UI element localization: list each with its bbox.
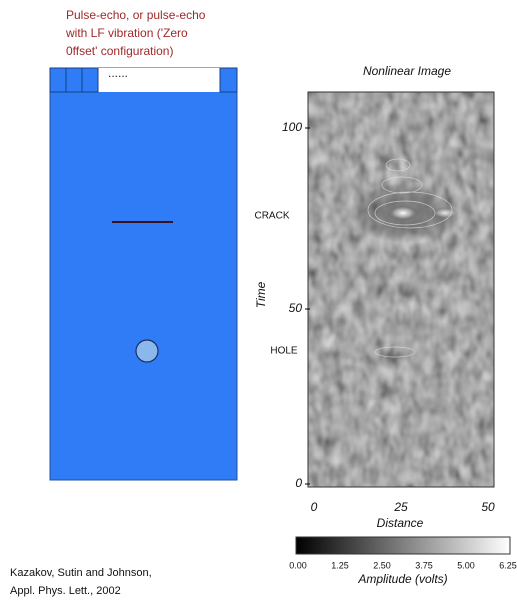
colorbar-tick-label: 3.75 (415, 560, 433, 570)
specimen (50, 68, 237, 480)
colorbar-tick-label: 2.50 (373, 560, 391, 570)
description-line: Pulse-echo, or pulse-echo (66, 8, 206, 22)
transducer (220, 68, 237, 92)
x-axis-label: Distance (377, 516, 424, 530)
dots: ...... (108, 66, 128, 80)
colorbar (296, 537, 510, 554)
x-tick-label: 25 (393, 500, 408, 514)
transducer (50, 68, 66, 92)
annotation: CRACK (254, 211, 289, 222)
colorbar-label: Amplitude (volts) (357, 572, 447, 586)
image-noise (308, 92, 494, 487)
transducer (66, 68, 82, 92)
image-glow (387, 205, 419, 221)
image-title: Nonlinear Image (363, 64, 451, 78)
description: Pulse-echo, or pulse-echo with LF vibrat… (65, 8, 206, 58)
annotation: HOLE (270, 346, 298, 357)
x-tick-label: 50 (481, 500, 495, 514)
hole (136, 340, 158, 362)
colorbar-ticks: 0.00 1.25 2.50 3.75 5.00 6.25 (289, 560, 517, 570)
y-tick-label: 100 (282, 120, 302, 134)
citation-line: Appl. Phys. Lett., 2002 (10, 585, 121, 597)
colorbar-tick-label: 1.25 (331, 560, 349, 570)
description-line: with LF vibration ('Zero (65, 26, 188, 40)
colorbar-tick-label: 6.25 (499, 560, 517, 570)
y-tick-label: 50 (289, 301, 303, 315)
transducer (82, 68, 98, 92)
y-axis-label: Time (254, 281, 268, 308)
description-line: 0ffset' configuration) (66, 44, 173, 58)
y-tick-label: 0 (295, 476, 302, 490)
colorbar-tick-label: 0.00 (289, 560, 307, 570)
colorbar-tick-label: 5.00 (457, 560, 475, 570)
figure: Pulse-echo, or pulse-echo with LF vibrat… (0, 0, 517, 602)
citation-line: Kazakov, Sutin and Johnson, (10, 567, 152, 579)
x-tick-label: 0 (311, 500, 318, 514)
